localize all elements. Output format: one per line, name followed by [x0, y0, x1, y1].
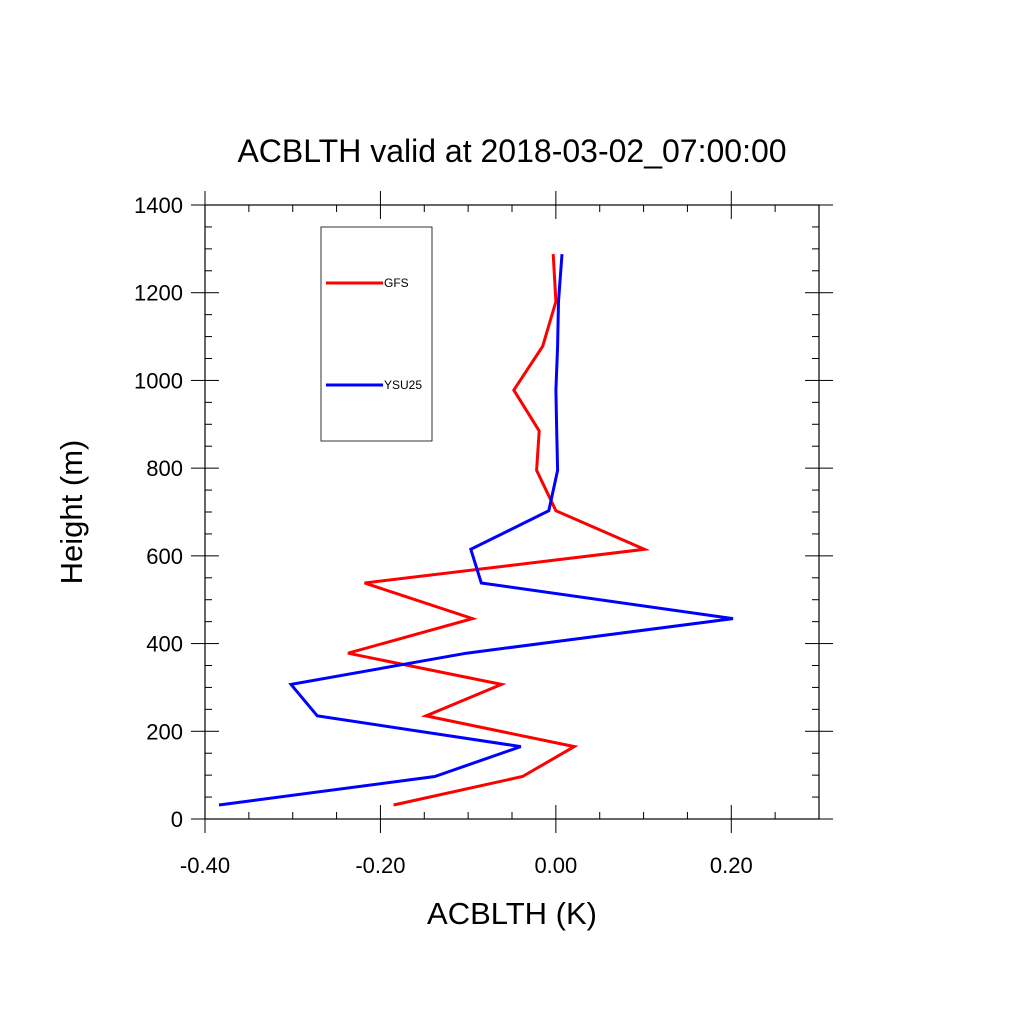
- y-tick-label: 1000: [134, 368, 183, 393]
- y-tick-label: 1400: [134, 193, 183, 218]
- series-line-gfs: [347, 254, 651, 807]
- y-tick-label: 200: [146, 719, 183, 744]
- legend-label-gfs: GFS: [384, 276, 409, 290]
- plot-frame: [204, 204, 820, 820]
- y-tick-label: 0: [171, 807, 183, 832]
- x-tick-label: -0.20: [355, 853, 405, 878]
- x-tick-label: 0.20: [710, 853, 753, 878]
- legend-box: [320, 226, 433, 442]
- x-axis-label: ACBLTH (K): [427, 896, 597, 931]
- y-tick-label: 400: [146, 632, 183, 657]
- y-tick-label: 600: [146, 544, 183, 569]
- y-tick-label: 800: [146, 456, 183, 481]
- x-tick-label: 0.00: [534, 853, 577, 878]
- legend: GFS YSU25: [320, 226, 433, 442]
- chart-title: ACBLTH valid at 2018-03-02_07:00:00: [237, 133, 786, 169]
- x-tick-label: -0.40: [180, 853, 230, 878]
- series-line-ysu25: [218, 253, 734, 807]
- y-axis-label: Height (m): [54, 440, 89, 585]
- y-tick-label: 1200: [134, 281, 183, 306]
- legend-label-ysu25: YSU25: [384, 378, 422, 392]
